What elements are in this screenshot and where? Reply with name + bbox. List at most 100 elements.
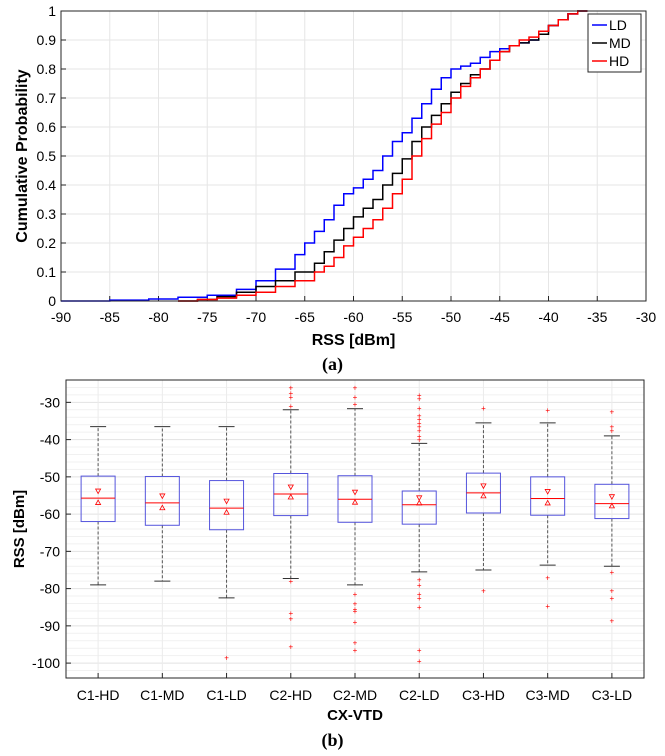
box-outlier: + <box>288 393 293 402</box>
box-mean-marker-upper <box>416 495 423 502</box>
box-iqr <box>144 475 180 526</box>
box-outlier: + <box>610 586 615 595</box>
cdf-x-tick-label: -80 <box>148 309 168 325</box>
boxplot-y-axis-label: RSS [dBm] <box>11 490 28 568</box>
legend-label-md: MD <box>609 35 631 51</box>
cdf-y-tick-label: 0.5 <box>37 148 57 164</box>
box-iqr <box>80 475 116 523</box>
boxplot-x-tick-label: C3-HD <box>462 687 505 703</box>
box-c3-hd: ++ <box>465 404 501 595</box>
cdf-y-tick-label: 1 <box>48 3 56 19</box>
cdf-x-tick-label: -45 <box>490 309 510 325</box>
box-outlier: + <box>545 602 550 611</box>
box-outlier: + <box>288 577 293 586</box>
cdf-x-tick-label: -35 <box>587 309 607 325</box>
box-outlier: + <box>288 389 293 398</box>
cdf-y-tick-label: 0.8 <box>37 61 57 77</box>
legend-label-ld: LD <box>609 17 627 33</box>
boxplot-x-tick-label: C2-HD <box>269 687 312 703</box>
cdf-x-tick-label: -85 <box>100 309 120 325</box>
box-mean-marker-upper <box>608 494 616 500</box>
boxplot-x-axis-label: CX-VTD <box>327 707 383 724</box>
boxplot-y-tick-label: -30 <box>40 394 60 410</box>
box-outlier: + <box>417 404 422 413</box>
box-c1-hd <box>80 426 116 586</box>
cdf-x-tick-label: -60 <box>343 309 363 325</box>
boxplot-y-tick-label: -50 <box>40 469 60 485</box>
box-iqr <box>530 476 566 516</box>
box-outlier: + <box>288 383 293 392</box>
box-c1-md <box>144 426 180 582</box>
cdf-y-axis-label: Cumulative Probability <box>14 69 31 242</box>
box-mean-marker-upper <box>223 498 230 505</box>
box-outlier: + <box>288 402 293 411</box>
box-outlier: + <box>481 586 486 595</box>
cdf-x-axis-label: RSS [dBm] <box>312 332 396 349</box>
box-outlier: + <box>417 432 422 441</box>
box-iqr <box>209 480 245 531</box>
box-outlier: + <box>417 423 422 432</box>
box-mean-marker <box>159 504 166 511</box>
box-outlier: + <box>353 590 358 599</box>
boxplot-y-tick-label: -100 <box>32 655 60 671</box>
cdf-y-tick-label: 0.3 <box>37 206 57 222</box>
legend-label-hd: HD <box>609 53 629 69</box>
box-outlier: + <box>417 646 422 655</box>
box-outlier: + <box>353 618 358 627</box>
box-outlier: + <box>417 426 422 435</box>
box-outlier: + <box>610 426 615 435</box>
box-iqr <box>594 483 630 520</box>
box-outlier: + <box>353 400 358 409</box>
cdf-legend: LD MD HD <box>587 13 642 73</box>
cdf-x-tick-label: -40 <box>538 309 558 325</box>
box-outlier: + <box>417 581 422 590</box>
box-outlier: + <box>353 607 358 616</box>
boxplot-y-tick-label: -90 <box>40 618 60 634</box>
box-outlier: + <box>417 603 422 612</box>
box-outlier: + <box>417 436 422 445</box>
boxplot-y-tick-label: -80 <box>40 581 60 597</box>
box-outlier: + <box>545 573 550 582</box>
box-outlier: + <box>288 614 293 623</box>
boxplot-x-tick-label: C1-MD <box>140 687 184 703</box>
box-mean-marker <box>351 498 359 505</box>
cdf-x-tick-label: -55 <box>392 309 412 325</box>
cdf-y-tick-label: 0.6 <box>37 119 57 135</box>
box-c2-md: ++++++++++ <box>337 383 373 655</box>
caption-b: (b) <box>321 730 344 750</box>
boxplot-y-tick-label: -60 <box>40 506 60 522</box>
boxplot-x-tick-label: C1-LD <box>206 687 246 703</box>
cdf-chart: -90 -85 -80 -75 -70 -65 -60 -55 -50 -45 -40 -35 -30 0… <box>14 3 656 349</box>
box-mean-marker-upper <box>351 489 359 496</box>
box-mean-marker-upper <box>159 493 166 500</box>
box-outlier: + <box>417 594 422 603</box>
box-outlier: + <box>224 654 229 663</box>
box-outlier: + <box>610 594 615 603</box>
box-outlier: + <box>610 423 615 432</box>
cdf-y-tick-label: 0 <box>48 293 56 309</box>
cdf-y-tick-label: 0.2 <box>37 235 57 251</box>
cdf-plot-frame <box>60 10 647 302</box>
box-outlier: + <box>353 393 358 402</box>
cdf-x-tick-label: -65 <box>295 309 315 325</box>
box-outlier: + <box>417 415 422 424</box>
box-outlier: + <box>417 411 422 420</box>
box-mean-marker <box>287 493 294 500</box>
box-mean-marker-upper <box>94 488 102 495</box>
box-outlier: + <box>353 383 358 392</box>
cdf-y-tick-label: 0.1 <box>37 264 57 280</box>
box-c2-hd: ++++++++ <box>273 383 309 651</box>
box-outlier: + <box>417 657 422 666</box>
boxplot-x-tick-label: C3-LD <box>592 687 632 703</box>
box-mean-marker <box>480 492 487 499</box>
box-outlier: + <box>417 395 422 404</box>
boxplot-x-tick-label: C1-HD <box>77 687 120 703</box>
box-outlier: + <box>545 406 550 415</box>
box-outlier: + <box>610 616 615 625</box>
box-mean-marker <box>544 499 551 506</box>
box-outlier: + <box>610 568 615 577</box>
cdf-x-tick-label: -70 <box>246 309 266 325</box>
boxplot-x-tick-label: C3-MD <box>525 687 569 703</box>
cdf-series-md <box>178 10 588 302</box>
box-outlier: + <box>353 639 358 648</box>
